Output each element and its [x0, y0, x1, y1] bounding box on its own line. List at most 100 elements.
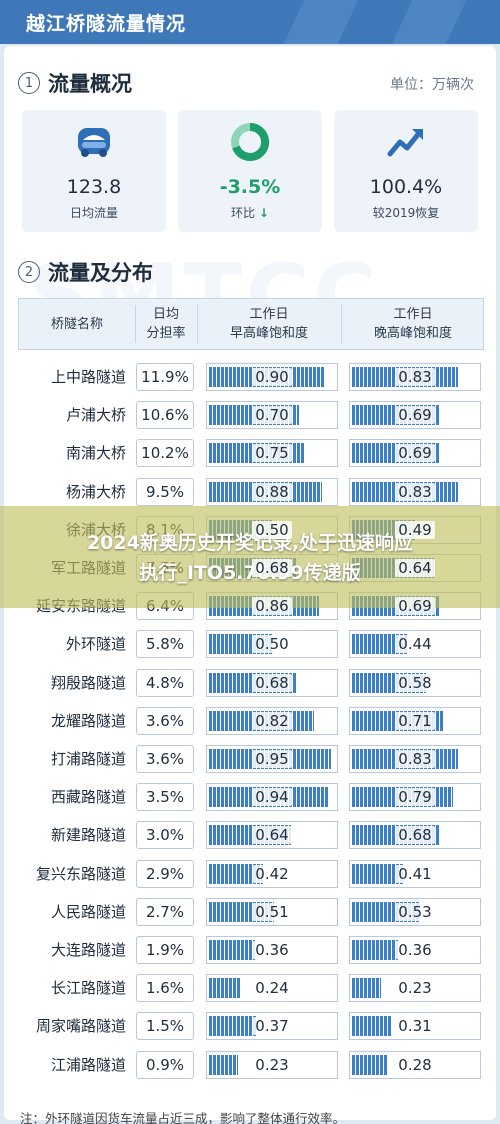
share-value: 10.6%	[136, 401, 194, 430]
pm-saturation-bar: 0.28	[349, 1050, 481, 1079]
pm-saturation-bar: 0.58	[349, 668, 481, 697]
table-row: 周家嘴路隧道 1.5% 0.37 0.31	[0, 1011, 500, 1041]
am-saturation-label: 0.68	[207, 673, 337, 692]
table-row: 翔殷路隧道 4.8% 0.68 0.58	[0, 668, 500, 698]
table-row: 人民路隧道 2.7% 0.51 0.53	[0, 897, 500, 927]
share-value: 1.9%	[136, 936, 194, 964]
am-saturation-bar: 0.37	[206, 1012, 338, 1041]
am-saturation-label: 0.68	[207, 559, 337, 577]
kpi-label-text: 环比	[231, 206, 256, 220]
tunnel-name: 周家嘴路隧道	[35, 1017, 126, 1036]
table-header: 桥隧名称 日均 分担率 工作日 早高峰饱和度 工作日 晚高峰饱和度	[18, 298, 484, 350]
table-row: 新建路隧道 3.0% 0.64 0.68	[0, 820, 500, 850]
footnote: 注：外环隧道因货车流量占近三成，影响了整体通行效率。	[20, 1111, 346, 1124]
table-row: 杨浦大桥 9.5% 0.88 0.83	[0, 477, 500, 507]
am-saturation-bar: 0.82	[206, 706, 338, 735]
pm-saturation-label: 0.71	[350, 711, 480, 730]
am-saturation-bar: 0.95	[206, 745, 338, 773]
share-value: 1.5%	[136, 1012, 194, 1041]
tunnel-name: 卢浦大桥	[65, 406, 126, 425]
banner-stripes	[250, 0, 500, 44]
share-value: 5.8%	[136, 630, 194, 659]
header-am-saturation: 工作日 早高峰饱和度	[229, 307, 308, 341]
page-title: 越江桥隧流量情况	[26, 13, 187, 35]
section-title: 流量概况	[48, 72, 132, 96]
am-saturation-bar: 0.68	[206, 668, 338, 697]
header-share: 日均 分担率	[146, 307, 186, 341]
pm-saturation-bar: 0.69	[349, 401, 481, 430]
kpi-daily-flow: 123.8 日均流量	[22, 110, 166, 232]
share-value: 10.2%	[136, 439, 194, 468]
pm-saturation-label: 0.28	[350, 1055, 480, 1074]
table-row: 上中路隧道 11.9% 0.90 0.83	[0, 362, 500, 392]
pm-saturation-bar: 0.83	[349, 363, 481, 391]
am-saturation-label: 0.94	[207, 788, 337, 807]
pm-saturation-label: 0.58	[350, 673, 480, 692]
tunnel-name: 南浦大桥	[65, 444, 126, 463]
pm-saturation-bar: 0.44	[349, 630, 481, 659]
share-value: 11.9%	[136, 363, 194, 391]
am-saturation-fill	[209, 1016, 256, 1037]
share-value: 3.6%	[136, 706, 194, 735]
am-saturation-bar: 0.36	[206, 936, 338, 964]
pm-saturation-fill	[352, 940, 398, 960]
pm-saturation-bar: 0.31	[349, 1012, 481, 1041]
tunnel-name: 上中路隧道	[50, 368, 126, 386]
am-saturation-bar: 0.70	[206, 401, 338, 430]
trend-up-icon	[387, 129, 423, 157]
am-saturation-bar: 0.42	[206, 859, 338, 888]
pm-saturation-label: 0.49	[350, 520, 480, 539]
pm-saturation-label: 0.69	[350, 406, 480, 425]
am-saturation-bar: 0.68	[206, 554, 338, 582]
table-row: 卢浦大桥 10.6% 0.70 0.69	[0, 400, 500, 430]
am-saturation-bar: 0.90	[206, 363, 338, 391]
share-value: 1.6%	[136, 974, 194, 1003]
header-pm-saturation: 工作日 晚高峰饱和度	[373, 307, 452, 341]
kpi-label: 较2019恢复	[372, 206, 440, 220]
table-row: 南浦大桥 10.2% 0.75 0.69	[0, 438, 500, 468]
pm-saturation-label: 0.69	[350, 444, 480, 463]
pm-saturation-label: 0.83	[350, 368, 480, 386]
am-saturation-label: 0.51	[207, 902, 337, 921]
car-icon	[78, 128, 110, 157]
table-row: 江浦路隧道 0.9% 0.23 0.28	[0, 1050, 500, 1080]
table-row: 龙耀路隧道 3.6% 0.82 0.71	[0, 706, 500, 736]
pm-saturation-bar: 0.23	[349, 974, 481, 1003]
pm-saturation-bar: 0.41	[349, 859, 481, 888]
pm-saturation-label: 0.41	[350, 864, 480, 883]
ring-chart-icon	[231, 122, 270, 161]
am-saturation-bar: 0.24	[206, 974, 338, 1003]
table-row: 大连路隧道 1.9% 0.36 0.36	[0, 935, 500, 965]
pm-saturation-label: 0.83	[350, 750, 480, 768]
am-saturation-bar: 0.94	[206, 783, 338, 812]
pm-saturation-label: 0.83	[350, 482, 480, 501]
tunnel-name: 江浦路隧道	[50, 1055, 126, 1074]
share-value: 2.9%	[136, 859, 194, 888]
share-value: 2.7%	[136, 897, 194, 926]
section-number: 2	[18, 261, 40, 283]
pm-saturation-bar: 0.69	[349, 439, 481, 468]
pm-saturation-fill	[352, 978, 381, 999]
header-name: 桥隧名称	[50, 316, 103, 332]
pm-saturation-bar: 0.71	[349, 706, 481, 735]
am-saturation-bar: 0.51	[206, 897, 338, 926]
am-saturation-label: 0.50	[207, 520, 337, 539]
tunnel-name: 外环隧道	[65, 635, 126, 654]
tunnel-name: 龙耀路隧道	[50, 711, 126, 730]
am-saturation-fill	[209, 940, 255, 960]
pm-saturation-label: 0.31	[350, 1017, 480, 1036]
tunnel-name: 翔殷路隧道	[50, 673, 126, 692]
pm-saturation-bar: 0.36	[349, 936, 481, 964]
tunnel-name: 大连路隧道	[50, 941, 126, 959]
am-saturation-label: 0.36	[207, 941, 337, 959]
overview-heading: 1 流量概况	[18, 68, 132, 98]
section-number: 1	[18, 72, 40, 94]
pm-saturation-bar: 0.83	[349, 745, 481, 773]
am-saturation-label: 0.64	[207, 826, 337, 845]
pm-saturation-label: 0.44	[350, 635, 480, 654]
am-saturation-bar: 0.50	[206, 630, 338, 659]
am-saturation-label: 0.95	[207, 750, 337, 768]
tunnel-name: 长江路隧道	[50, 979, 126, 998]
overlay-line-2: 执行_ITO5.76.99传递版	[139, 562, 361, 584]
share-value: 4.8%	[136, 668, 194, 697]
